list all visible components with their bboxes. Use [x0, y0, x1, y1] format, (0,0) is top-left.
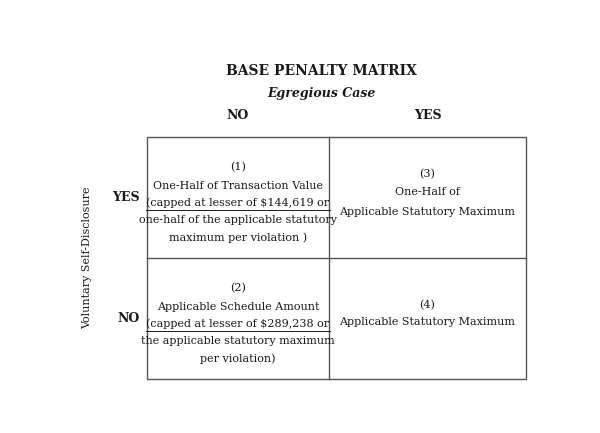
Text: Applicable Statutory Maximum: Applicable Statutory Maximum [340, 317, 515, 326]
Text: One-Half of: One-Half of [395, 187, 460, 197]
Text: BASE PENALTY MATRIX: BASE PENALTY MATRIX [226, 64, 417, 78]
Text: (capped at lesser of $289,238 or: (capped at lesser of $289,238 or [146, 319, 329, 329]
Text: (3): (3) [419, 169, 436, 179]
Text: the applicable statutory maximum: the applicable statutory maximum [141, 336, 335, 346]
Text: NO: NO [227, 110, 249, 123]
Text: Egregious Case: Egregious Case [267, 87, 376, 100]
Text: per violation): per violation) [200, 353, 276, 364]
Text: maximum per violation ): maximum per violation ) [169, 233, 307, 243]
Text: YES: YES [112, 191, 140, 204]
Text: Voluntary Self-Disclosure: Voluntary Self-Disclosure [82, 187, 92, 329]
Text: one-half of the applicable statutory: one-half of the applicable statutory [139, 215, 337, 226]
Text: Applicable Statutory Maximum: Applicable Statutory Maximum [340, 207, 515, 217]
Text: (2): (2) [230, 283, 246, 294]
Text: NO: NO [118, 312, 140, 325]
Bar [147, 137, 526, 379]
Text: (1): (1) [230, 162, 246, 173]
Text: (capped at lesser of $144,619 or: (capped at lesser of $144,619 or [146, 198, 329, 208]
Text: (4): (4) [419, 300, 436, 310]
Text: One-Half of Transaction Value: One-Half of Transaction Value [153, 181, 323, 191]
Text: Applicable Schedule Amount: Applicable Schedule Amount [157, 302, 319, 312]
Text: YES: YES [414, 110, 442, 123]
